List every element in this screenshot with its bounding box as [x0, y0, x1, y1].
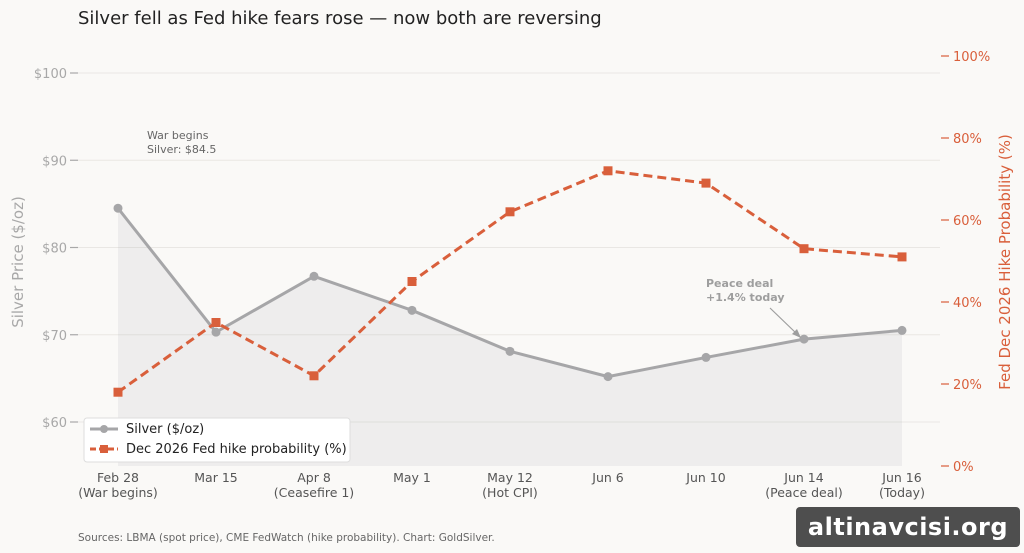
- silver-area-fill: [118, 208, 902, 467]
- silver-point: [113, 203, 123, 213]
- annotation-war: War begins Silver: $84.5: [147, 129, 216, 156]
- fed-point: [799, 244, 809, 254]
- fed-point: [407, 277, 417, 286]
- silver-point: [309, 271, 319, 281]
- y-tick-right: 40%: [953, 296, 982, 311]
- fed-point: [603, 166, 613, 176]
- silver-point: [603, 372, 613, 382]
- y-tick-right: 80%: [953, 132, 982, 147]
- fed-point: [897, 252, 907, 262]
- y-tick-left: $80: [42, 242, 67, 257]
- silver-point: [407, 305, 417, 315]
- x-tick-label: Apr 8 (Ceasefire 1): [274, 470, 354, 500]
- x-tick-label: Jun 6: [591, 470, 624, 485]
- fed-point: [309, 371, 319, 381]
- y-axis-label-left: Silver Price ($/oz): [9, 196, 27, 328]
- annotation-peace-line1: Peace deal: [706, 277, 773, 290]
- silver-area: [118, 208, 902, 467]
- x-tick-label: Feb 28 (War begins): [78, 470, 158, 500]
- fed-point: [701, 178, 711, 188]
- y-tick-left: $90: [42, 154, 67, 169]
- y-tick-right: 100%: [953, 50, 990, 65]
- annotation-war-line1: War begins: [147, 129, 209, 142]
- source-note: Sources: LBMA (spot price), CME FedWatch…: [78, 532, 495, 544]
- x-tick-label: May 1: [393, 470, 431, 485]
- fed-point: [113, 387, 123, 397]
- x-tick-label: Jun 14 (Peace deal): [765, 470, 843, 500]
- fed-point: [211, 318, 221, 327]
- legend-box: [83, 417, 351, 463]
- y-axis-label-right: Fed Dec 2026 Hike Probability (%): [996, 134, 1014, 390]
- silver-point: [897, 325, 907, 335]
- fed-point: [505, 207, 515, 217]
- legend-silver-label: Silver ($/oz): [126, 422, 204, 437]
- series-markers: [113, 166, 907, 397]
- annotation-peace-line2: +1.4% today: [706, 291, 785, 304]
- x-tick-label: May 12 (Hot CPI): [482, 470, 538, 500]
- y-tick-right: 20%: [953, 378, 982, 393]
- y-tick-left: $100: [34, 67, 67, 82]
- x-tick-label: Mar 15: [194, 470, 237, 485]
- y-tick-left: $70: [42, 329, 67, 344]
- annotation-arrowhead: [792, 329, 801, 338]
- silver-point: [701, 352, 711, 362]
- annotation-peace: Peace deal +1.4% today: [706, 277, 801, 338]
- fed-line: [117, 169, 903, 394]
- silver-point: [799, 334, 809, 344]
- annotation-war-line2: Silver: $84.5: [147, 143, 216, 156]
- y-tick-right: 0%: [953, 460, 974, 475]
- axes: $60 $70 $80 $90 $100 0% 20% 40% 60% 80% 100% Feb 28…: [34, 50, 990, 500]
- legend-fed-label: Dec 2026 Fed hike probability (%): [126, 442, 347, 457]
- x-tick-label: Jun 16 (Today): [879, 470, 925, 500]
- x-tick-label: Jun 10: [685, 470, 725, 485]
- y-tick-right: 60%: [953, 214, 982, 229]
- annotation-arrow: [769, 307, 798, 335]
- legend-silver-marker: [100, 425, 108, 433]
- legend: Silver ($/oz) Dec 2026 Fed hike probabil…: [83, 417, 351, 463]
- chart-title: Silver fell as Fed hike fears rose — now…: [78, 8, 602, 29]
- watermark: altinavcisi.org: [796, 507, 1020, 547]
- y-tick-left: $60: [42, 416, 67, 431]
- silver-point: [505, 346, 515, 356]
- silver-point: [211, 327, 221, 337]
- legend-fed-marker: [100, 445, 108, 453]
